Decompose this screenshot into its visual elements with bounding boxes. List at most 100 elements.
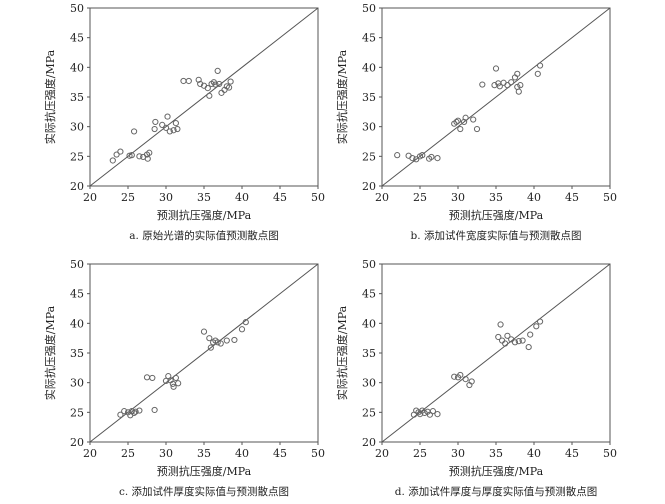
data-point <box>206 335 213 342</box>
y-tick-label: 45 <box>362 32 376 45</box>
data-point <box>462 114 469 121</box>
data-point <box>409 155 416 162</box>
data-point <box>434 155 441 162</box>
reference-line <box>381 7 611 187</box>
data-point <box>454 117 462 124</box>
y-tick-label: 40 <box>70 61 84 74</box>
chart-panel-4: 20 25 30 35 40 45 50 20 25 30 35 40 45 50 预测抗压强度/MPa 实际… <box>335 258 617 498</box>
x-axis-label: 预测抗压强度/MPa <box>157 464 252 478</box>
data-point <box>502 340 509 347</box>
data-point <box>413 156 420 163</box>
x-tick-label: 25 <box>121 191 135 204</box>
data-point <box>227 78 234 85</box>
data-point <box>113 151 120 158</box>
data-point <box>394 152 401 159</box>
data-point <box>180 77 187 85</box>
data-point <box>207 344 214 351</box>
data-point <box>495 333 502 341</box>
y-tick-label: 25 <box>70 150 84 163</box>
x-tick-label: 50 <box>311 447 325 460</box>
y-tick-label: 50 <box>70 258 84 271</box>
data-point <box>428 153 435 161</box>
data-point <box>462 376 469 383</box>
chart-panel-2: 20 25 30 35 40 45 50 20 25 30 35 40 45 50 预测抗压强度/MPa 实际… <box>335 2 617 242</box>
x-tick-label: 45 <box>273 447 287 460</box>
x-tick-label: 30 <box>159 191 173 204</box>
panel-caption: b. 添加试件宽度实际值与预测散点图 <box>411 229 582 242</box>
data-point <box>143 374 151 381</box>
y-tick-label: 30 <box>362 377 376 390</box>
data-point <box>515 338 522 345</box>
y-tick-label: 35 <box>362 347 376 360</box>
x-tick-label: 40 <box>527 191 541 204</box>
y-tick-label: 45 <box>70 32 84 45</box>
data-point <box>460 118 468 126</box>
y-tick-label: 25 <box>70 406 84 419</box>
data-point <box>204 85 211 92</box>
data-point <box>151 406 158 414</box>
x-tick-label: 40 <box>235 191 249 204</box>
x-tick-label: 35 <box>489 191 503 204</box>
data-point <box>492 65 500 72</box>
data-point <box>534 70 541 77</box>
data-point <box>146 149 153 156</box>
data-point <box>162 377 170 384</box>
data-point <box>174 125 181 133</box>
x-tick-label: 35 <box>197 191 211 204</box>
y-tick-label: 45 <box>70 288 84 301</box>
data-point <box>170 383 177 390</box>
y-tick-label: 20 <box>362 436 376 449</box>
x-tick-label: 20 <box>375 447 389 460</box>
data-point <box>212 81 219 88</box>
data-point <box>166 128 173 135</box>
data-point <box>117 411 124 418</box>
data-point <box>132 408 139 415</box>
data-point <box>468 378 475 385</box>
x-tick-label: 45 <box>565 191 579 204</box>
y-axis-label: 实际抗压强度/MPa <box>335 49 349 144</box>
y-tick-label: 50 <box>362 2 376 15</box>
data-point <box>223 337 230 344</box>
x-tick-label: 25 <box>413 447 427 460</box>
data-point <box>151 125 158 133</box>
data-point <box>130 409 138 417</box>
data-point <box>175 380 182 387</box>
y-tick-label: 40 <box>70 317 84 330</box>
data-point <box>130 128 138 135</box>
data-point <box>453 118 460 126</box>
y-axis-label: 实际抗压强度/MPa <box>43 49 57 144</box>
x-tick-label: 20 <box>83 191 97 204</box>
x-tick-label: 50 <box>603 447 617 460</box>
data-point <box>525 343 532 351</box>
x-tick-label: 40 <box>527 447 541 460</box>
data-point <box>496 83 503 90</box>
y-tick-label: 30 <box>362 121 376 134</box>
data-point <box>508 336 515 343</box>
data-point <box>504 82 511 89</box>
data-point <box>533 323 540 330</box>
data-point <box>121 408 128 415</box>
data-point <box>238 326 246 333</box>
data-point <box>149 374 156 382</box>
data-point <box>451 373 458 380</box>
data-point <box>217 340 224 347</box>
x-axis-label: 预测抗压强度/MPa <box>157 208 252 222</box>
data-point <box>185 77 192 85</box>
data-point <box>514 70 521 77</box>
y-tick-label: 45 <box>362 288 376 301</box>
data-point <box>214 67 221 74</box>
y-tick-label: 40 <box>362 317 376 330</box>
x-tick-label: 45 <box>273 191 287 204</box>
y-axis-label: 实际抗压强度/MPa <box>43 305 57 400</box>
x-tick-label: 50 <box>603 191 617 204</box>
data-point <box>508 79 515 86</box>
data-point <box>200 328 208 335</box>
y-tick-label: 35 <box>362 91 376 104</box>
y-tick-label: 20 <box>70 436 84 449</box>
data-point <box>421 409 428 417</box>
data-point <box>536 62 544 69</box>
data-point <box>136 153 143 160</box>
x-tick-label: 20 <box>83 447 97 460</box>
x-tick-label: 30 <box>159 447 173 460</box>
data-point <box>504 332 511 339</box>
